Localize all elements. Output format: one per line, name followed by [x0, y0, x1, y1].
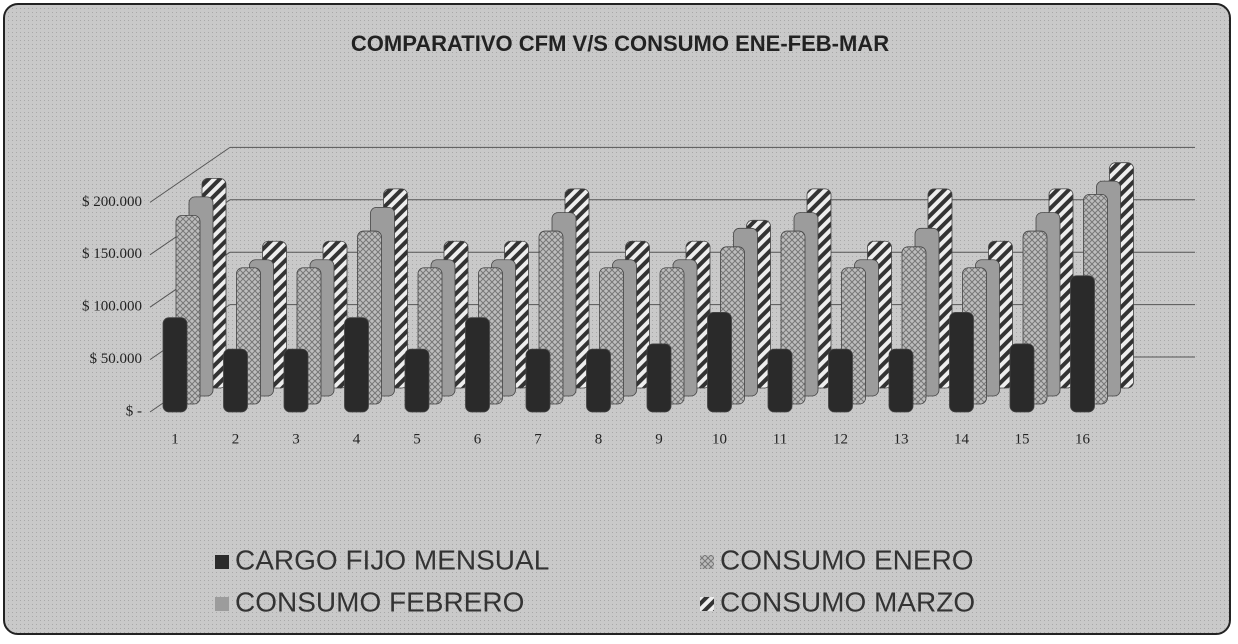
legend-swatch: [215, 555, 229, 569]
x-tick-label: 13: [894, 431, 909, 447]
bar: [707, 312, 732, 413]
legend-label: CONSUMO FEBRERO: [235, 586, 524, 617]
bar: [283, 348, 309, 413]
y-tick-label: $ 200.000: [82, 194, 142, 210]
bar: [949, 312, 974, 413]
chart-title: COMPARATIVO CFM V/S CONSUMO ENE-FEB-MAR: [351, 31, 889, 56]
y-tick-label: $ -: [126, 403, 142, 419]
legend-label: CARGO FIJO MENSUAL: [235, 544, 549, 575]
x-tick-label: 1: [171, 431, 179, 447]
legend-swatch: [700, 597, 714, 611]
x-tick-label: 5: [413, 431, 421, 447]
x-tick-label: 2: [232, 431, 240, 447]
bar: [223, 348, 248, 413]
x-tick-label: 11: [773, 431, 787, 447]
bar: [1009, 343, 1035, 413]
x-tick-label: 7: [534, 431, 542, 447]
y-tick-label: $ 50.000: [90, 351, 143, 367]
bar: [404, 348, 430, 413]
x-tick-label: 4: [353, 431, 361, 447]
legend: CARGO FIJO MENSUAL CONSUMO ENERO CONSUMO F…: [215, 544, 975, 617]
bar: [888, 348, 914, 413]
bar: [162, 317, 188, 413]
x-tick-label: 3: [292, 431, 300, 447]
legend-swatch: [215, 597, 229, 611]
grid-line-side: [149, 146, 231, 203]
x-tick-label: 8: [595, 431, 603, 447]
legend-label: CONSUMO ENERO: [720, 544, 974, 575]
x-tick-label: 16: [1075, 431, 1091, 447]
bar: [767, 348, 793, 413]
bar: [646, 343, 672, 413]
bar: [465, 317, 490, 413]
x-tick-label: 14: [954, 431, 970, 447]
bar: [344, 317, 369, 413]
legend-label: CONSUMO MARZO: [720, 586, 975, 617]
y-tick-label: $ 150.000: [82, 246, 142, 262]
x-tick-label: 6: [474, 431, 482, 447]
x-tick-label: 15: [1015, 431, 1030, 447]
bar: [828, 348, 853, 413]
x-tick-label: 10: [712, 431, 727, 447]
x-tick-label: 9: [655, 431, 663, 447]
bar: [1070, 275, 1095, 413]
legend-swatch: [700, 555, 714, 569]
bar: [586, 348, 611, 413]
y-tick-label: $ 100.000: [82, 299, 142, 315]
bar: [525, 348, 551, 413]
x-tick-label: 12: [833, 431, 848, 447]
